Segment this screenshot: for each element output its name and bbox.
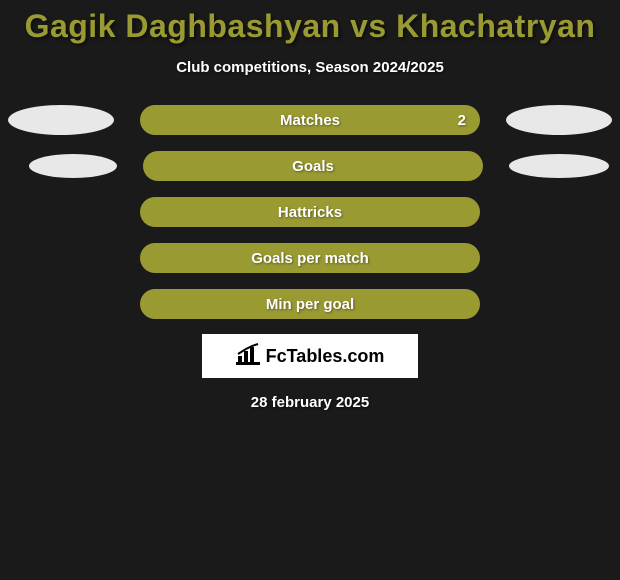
stat-pill-matches: Matches 2 — [140, 105, 480, 135]
stat-value-right: 2 — [458, 112, 466, 129]
stat-label: Goals — [292, 158, 334, 175]
stat-label: Hattricks — [278, 204, 342, 221]
logo-box: FcTables.com — [202, 334, 418, 378]
stat-label: Goals per match — [251, 250, 369, 267]
stat-label: Min per goal — [266, 296, 354, 313]
logo-inner: FcTables.com — [236, 343, 385, 370]
subtitle: Club competitions, Season 2024/2025 — [0, 59, 620, 76]
right-ellipse-goals — [509, 154, 609, 178]
stats-container: Matches 2 Goals Hattricks Goals per matc… — [0, 104, 620, 320]
stat-row-goals-per-match: Goals per match — [0, 242, 620, 274]
left-ellipse-matches — [8, 105, 114, 135]
stat-row-hattricks: Hattricks — [0, 196, 620, 228]
stat-row-matches: Matches 2 — [0, 104, 620, 136]
stat-row-min-per-goal: Min per goal — [0, 288, 620, 320]
page-title: Gagik Daghbashyan vs Khachatryan — [0, 0, 620, 45]
stat-pill-hattricks: Hattricks — [140, 197, 480, 227]
date-text: 28 february 2025 — [0, 394, 620, 411]
stat-label: Matches — [280, 112, 340, 129]
left-ellipse-goals — [29, 154, 117, 178]
stat-pill-goals-per-match: Goals per match — [140, 243, 480, 273]
right-ellipse-matches — [506, 105, 612, 135]
stat-pill-goals: Goals — [143, 151, 483, 181]
title-text: Gagik Daghbashyan vs Khachatryan — [25, 8, 596, 44]
chart-icon — [236, 343, 260, 370]
logo-text: FcTables.com — [266, 346, 385, 367]
stat-row-goals: Goals — [0, 150, 620, 182]
stat-pill-min-per-goal: Min per goal — [140, 289, 480, 319]
